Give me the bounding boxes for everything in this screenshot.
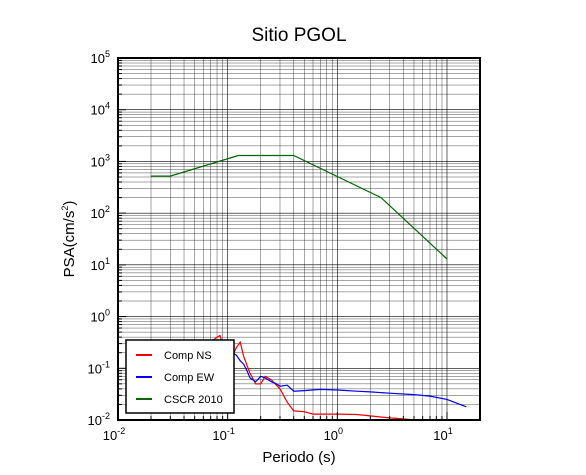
legend-label: Comp EW (164, 372, 215, 384)
y-tick-label-base: 10 (91, 51, 105, 66)
y-tick-label-base: 10 (91, 310, 105, 325)
y-tick-label-base: 10 (88, 413, 102, 428)
y-tick-label-exp: 1 (105, 256, 110, 266)
x-tick-label-exp: -1 (227, 426, 235, 436)
series-line-cscr-2010 (151, 154, 448, 260)
y-axis-label-sup: 2 (60, 206, 70, 211)
y-tick-label: 10-1 (88, 359, 110, 376)
x-tick-label-exp: -2 (117, 426, 125, 436)
x-tick-label: 101 (433, 426, 452, 443)
y-tick-label: 10-2 (88, 411, 110, 428)
y-tick-label-exp: 0 (105, 308, 110, 318)
y-tick-label: 104 (91, 101, 110, 118)
x-tick-label-base: 10 (433, 428, 447, 443)
legend-label: Comp NS (164, 350, 212, 362)
y-tick-label-exp: 2 (105, 204, 110, 214)
plot-frame (117, 57, 481, 421)
x-tick-label-base: 10 (324, 428, 338, 443)
x-axis-label: Periodo (s) (262, 449, 335, 466)
chart-title: Sitio PGOL (251, 25, 346, 46)
x-tick-label-base: 10 (212, 428, 226, 443)
x-tick-label: 10-2 (103, 426, 125, 443)
y-tick-label: 102 (91, 204, 110, 221)
y-tick-label: 100 (91, 308, 110, 325)
y-axis-label: PSA(cm/s2) (60, 201, 78, 278)
x-tick-label-exp: 0 (338, 426, 343, 436)
x-tick-label: 10-1 (212, 426, 234, 443)
plot-grid (117, 57, 481, 421)
y-tick-label: 101 (91, 256, 110, 273)
y-tick-label-exp: -2 (102, 411, 110, 421)
legend: Comp NS Comp EW CSCR 2010 (125, 339, 235, 414)
x-tick-label-exp: 1 (448, 426, 453, 436)
y-tick-label-exp: 5 (105, 49, 110, 59)
y-tick-label: 103 (91, 152, 110, 169)
y-tick-label-base: 10 (91, 103, 105, 118)
x-tick-label-base: 10 (103, 428, 117, 443)
y-axis-label-end: ) (61, 201, 78, 206)
y-tick-label-base: 10 (91, 258, 105, 273)
y-tick-label-base: 10 (88, 361, 102, 376)
y-tick-label-exp: 4 (105, 101, 110, 111)
series-line-comp-ns (210, 334, 415, 421)
y-axis-label-base: PSA(cm/s (61, 211, 78, 278)
y-tick-label-base: 10 (91, 206, 105, 221)
legend-label: CSCR 2010 (164, 394, 223, 406)
y-tick-label-base: 10 (91, 154, 105, 169)
y-tick-label: 105 (91, 49, 110, 66)
y-tick-label-exp: -1 (102, 359, 110, 369)
x-tick-label: 100 (324, 426, 343, 443)
series-line-comp-ew (227, 346, 467, 408)
y-tick-label-exp: 3 (105, 152, 110, 162)
